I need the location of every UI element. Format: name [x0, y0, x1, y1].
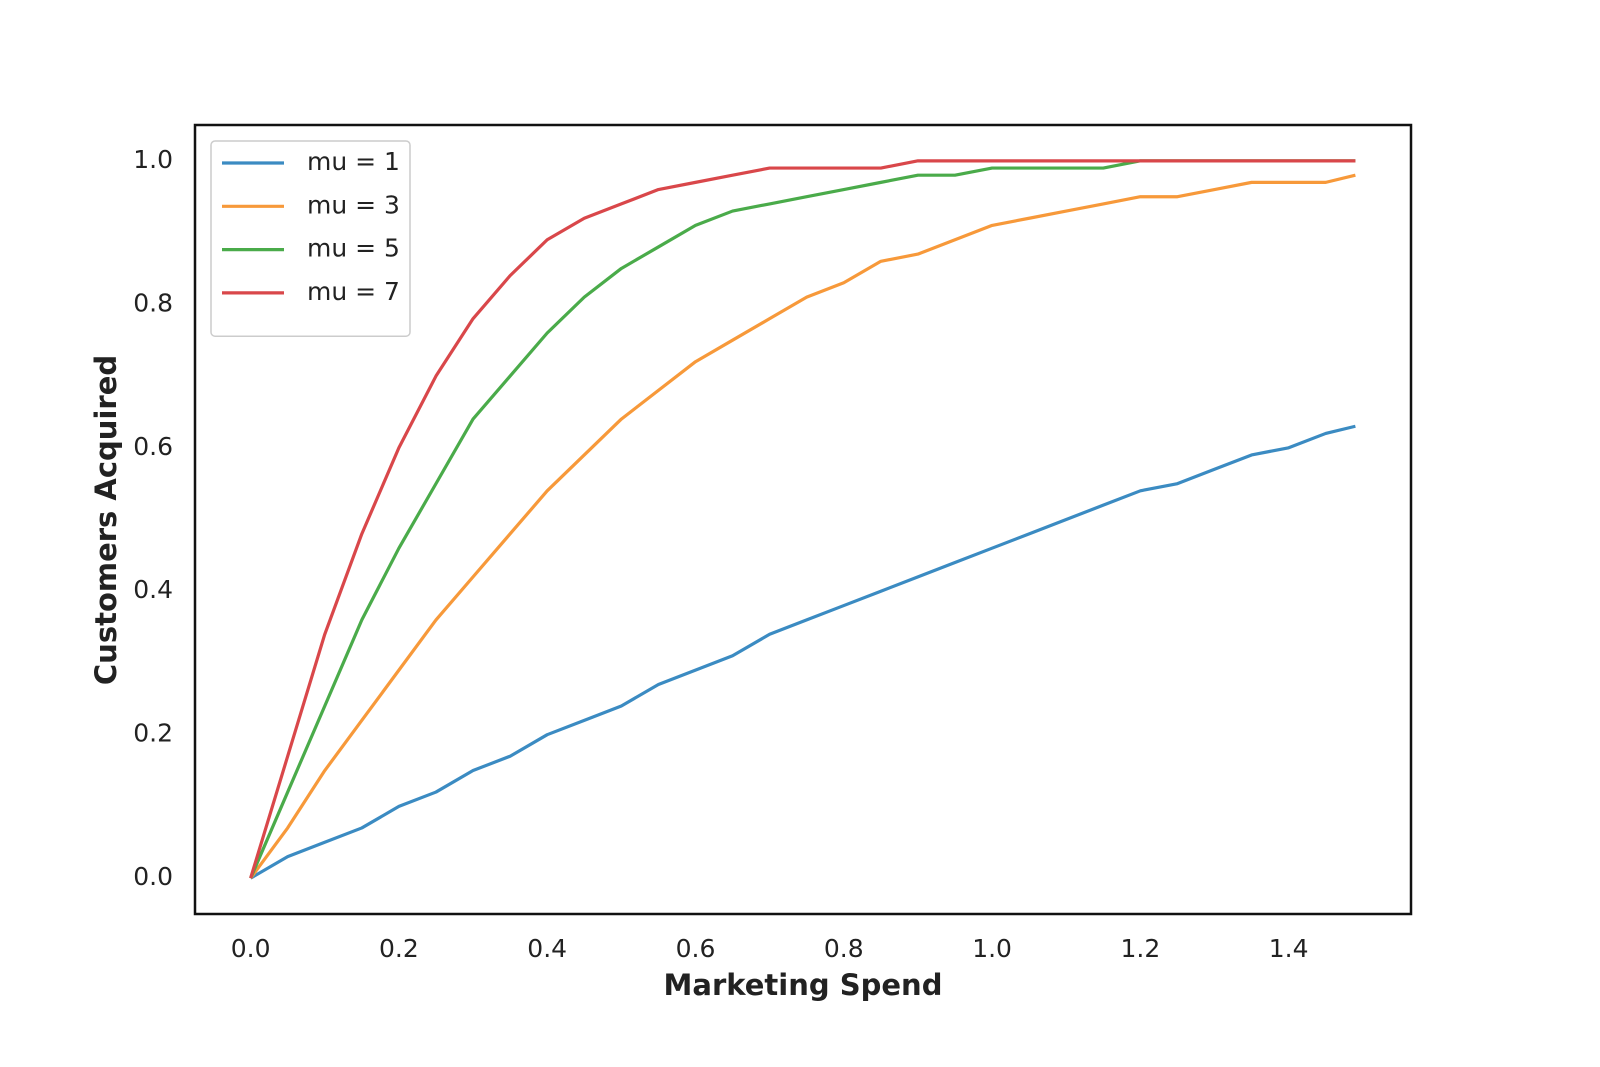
- line-series: [249, 159, 1356, 879]
- plot-frame: [193, 123, 1413, 916]
- x-tick-label: 1.4: [1269, 934, 1309, 963]
- line-series: [249, 173, 1356, 880]
- y-tick-label: 0.8: [133, 288, 173, 317]
- y-tick-label: 1.0: [133, 145, 173, 174]
- y-tick-label: 0.6: [133, 432, 173, 461]
- y-tick-label: 0.0: [133, 862, 173, 891]
- y-tick-label: 0.4: [133, 575, 173, 604]
- legend-label: mu = 5: [307, 234, 400, 263]
- legend-label: mu = 1: [307, 147, 400, 176]
- line-series: [249, 159, 1356, 879]
- x-tick-label: 1.0: [972, 934, 1012, 963]
- x-tick-label: 0.0: [231, 934, 271, 963]
- x-tick-label: 0.8: [824, 934, 864, 963]
- x-tick-label: 1.2: [1120, 934, 1160, 963]
- x-tick-label: 0.2: [379, 934, 419, 963]
- legend-label: mu = 7: [307, 277, 400, 306]
- y-axis-label: Customers Acquired: [89, 355, 123, 685]
- line-series: [249, 424, 1356, 880]
- x-tick-label: 0.6: [676, 934, 716, 963]
- legend-box: [210, 140, 411, 337]
- legend-label: mu = 3: [307, 190, 400, 219]
- y-tick-label: 0.2: [133, 719, 173, 748]
- x-axis-label: Marketing Spend: [664, 968, 943, 1002]
- x-tick-label: 0.4: [527, 934, 567, 963]
